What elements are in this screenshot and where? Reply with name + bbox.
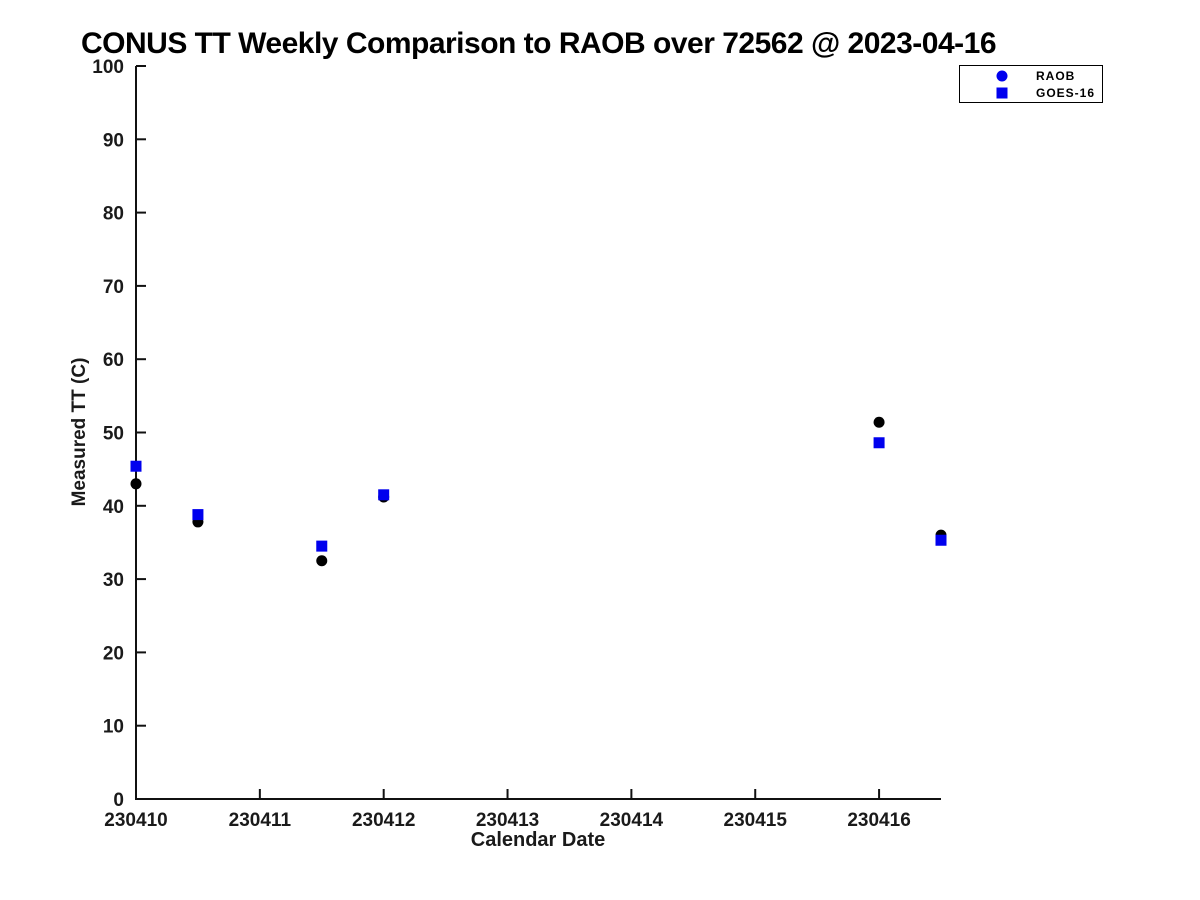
raob-point [873,416,885,428]
goes-16-point [192,509,204,521]
legend-label-goes-16: GOES-16 [1036,85,1096,100]
y-tick-label: 40 [103,497,124,518]
y-tick-label: 70 [103,277,124,298]
y-tick-label: 0 [113,790,124,811]
chart-title: CONUS TT Weekly Comparison to RAOB over … [80,27,997,60]
goes-16-point [316,540,328,552]
x-tick-label: 230412 [352,810,415,831]
y-tick-label: 50 [103,424,124,445]
goes-16-point [378,489,390,501]
x-tick-label: 230415 [724,810,788,831]
goes-16-point [935,534,947,546]
y-tick-label: 30 [103,570,124,591]
goes-16-point [873,437,885,449]
legend: RAOB GOES-16 [959,65,1103,103]
raob-point [316,555,328,567]
x-tick-label: 230410 [104,810,167,831]
x-tick-label: 230414 [600,810,664,831]
x-tick-label: 230411 [229,810,292,831]
legend-item-goes-16: GOES-16 [960,85,1102,101]
legend-label-raob: RAOB [1036,68,1076,83]
y-tick-label: 60 [103,350,124,371]
legend-item-raob: RAOB [960,68,1102,84]
y-axis-label: Measured TT (C) [69,357,90,507]
y-tick-label: 90 [103,130,124,151]
x-tick-label: 230416 [847,810,910,831]
x-tick-label: 230413 [476,810,539,831]
y-tick-label: 20 [103,643,124,664]
goes-16-point [130,460,142,472]
y-tick-label: 10 [103,717,124,738]
raob-point [130,478,142,490]
y-tick-label: 80 [103,204,124,225]
y-tick-label: 100 [92,57,124,78]
goes-16-square-marker-icon [996,87,1008,98]
x-axis-label: Calendar Date [470,829,606,851]
raob-circle-marker-icon [996,70,1008,81]
